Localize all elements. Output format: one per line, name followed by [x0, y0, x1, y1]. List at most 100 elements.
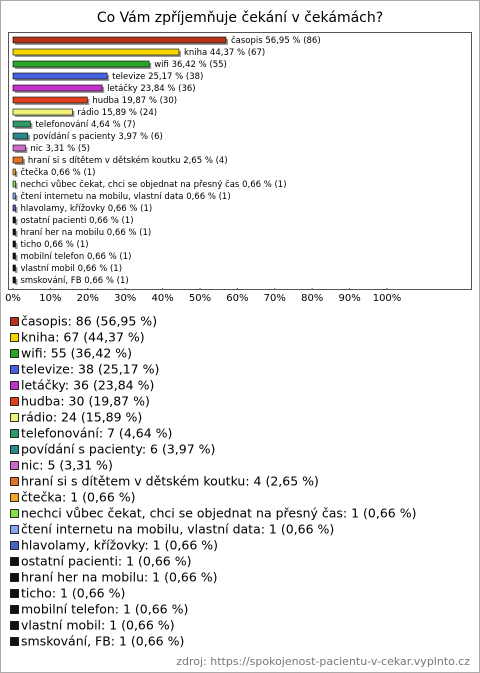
bar [12, 132, 29, 140]
bar [12, 72, 108, 80]
bar-label: hudba 19,87 % (30) [92, 96, 177, 106]
bar [12, 144, 26, 152]
bar [12, 252, 16, 260]
bar-category: televize [112, 72, 145, 82]
bar-category: čtečka [20, 167, 48, 178]
x-tick-label: 80% [301, 293, 323, 304]
x-tick-label: 30% [114, 293, 136, 304]
x-tick-label: 10% [39, 293, 61, 304]
bar [12, 120, 31, 128]
legend-label: mobilní telefon: 1 (0,66 %) [21, 602, 188, 617]
bar-label: vlastní mobil 0,66 % (1) [20, 264, 122, 274]
legend-swatch [10, 477, 19, 486]
bar-label: televize 25,17 % (38) [112, 72, 203, 82]
legend-label: čtení internetu na mobilu, vlastní data:… [21, 522, 334, 537]
bar-value-label: 0,66 % (1) [107, 228, 151, 238]
legend-label: čtečka: 1 (0,66 %) [21, 490, 136, 505]
bar-value-label: 23,84 % (36) [140, 84, 195, 94]
bar-value-label: 44,37 % (67) [210, 48, 265, 58]
bar-shadow [15, 183, 18, 189]
bar-value-label: 0,66 % (1) [108, 204, 152, 214]
legend-label: kniha: 67 (44,37 %) [21, 330, 145, 345]
legend-label: rádio: 24 (15,89 %) [21, 410, 142, 425]
legend-label: nic: 5 (3,31 %) [21, 458, 113, 473]
bar [12, 276, 16, 284]
bar-category: hlavolamy, křížovky [20, 204, 105, 214]
bar [12, 264, 16, 272]
legend-swatch [10, 365, 19, 374]
bar-label: kniha 44,37 % (67) [184, 48, 265, 58]
bar-category: letáčky [107, 83, 137, 94]
bar-category: vlastní mobil [20, 264, 74, 274]
bar [12, 96, 88, 104]
bar [12, 204, 16, 212]
bar-label: ticho 0,66 % (1) [20, 240, 88, 250]
bar [12, 168, 16, 176]
bar-value-label: 15,89 % (24) [102, 108, 157, 118]
bar-category: rádio [77, 108, 99, 118]
bar-shadow [15, 243, 18, 249]
legend-swatch [10, 605, 19, 614]
legend-label: hlavolamy, křížovky: 1 (0,66 %) [21, 538, 218, 553]
legend-label: vlastní mobil: 1 (0,66 %) [21, 618, 175, 633]
bar-label: časopis 56,95 % (86) [231, 35, 321, 46]
bar-category: nechci vůbec čekat, chci se objednat na … [20, 179, 239, 190]
legend-swatch [10, 573, 19, 582]
bar-value-label: 0,66 % (1) [186, 192, 230, 202]
bar-value-label: 19,87 % (30) [122, 96, 177, 106]
bar-shadow [15, 195, 18, 201]
legend-label: časopis: 86 (56,95 %) [21, 314, 157, 329]
bar-category: ostatní pacienti [20, 216, 86, 226]
bar-shadow [15, 231, 18, 237]
legend-label: povídání s pacienty: 6 (3,97 %) [21, 442, 215, 457]
bar-value-label: 56,95 % (86) [265, 36, 320, 46]
bar [12, 60, 150, 68]
bar-value-label: 36,42 % (55) [172, 60, 227, 70]
bar-label: hraní si s dítětem v dětském koutku 2,65… [28, 155, 228, 166]
bar-shadow [15, 267, 18, 273]
bar-label: hraní her na mobilu 0,66 % (1) [20, 228, 151, 238]
bar-category: kniha [184, 48, 207, 58]
legend-swatch [10, 429, 19, 438]
x-tick-label: 20% [77, 293, 99, 304]
legend-swatch [10, 349, 19, 358]
legend-swatch [10, 333, 19, 342]
plot-frame [8, 32, 472, 290]
bar-value-label: 0,66 % (1) [51, 168, 95, 178]
bar-category: ticho [20, 240, 41, 250]
legend-swatch [10, 413, 19, 422]
bar [12, 48, 180, 56]
bar-category: mobilní telefon [20, 252, 84, 262]
bar-value-label: 0,66 % (1) [89, 216, 133, 226]
bar-value-label: 4,64 % (7) [91, 120, 135, 130]
bar-category: časopis [231, 35, 263, 46]
legend-swatch [10, 541, 19, 550]
bar [12, 180, 16, 188]
bar-shadow [15, 255, 18, 261]
chart-title: Co Vám zpříjemňuje čekání v čekámách? [97, 10, 383, 26]
x-tick-label: 0% [5, 293, 21, 304]
bar [12, 36, 227, 44]
bar-category: čtení internetu na mobilu, vlastní data [20, 191, 183, 202]
bar-value-label: 3,31 % (5) [46, 144, 90, 154]
legend-label: hraní her na mobilu: 1 (0,66 %) [21, 570, 218, 585]
legend-swatch [10, 461, 19, 470]
bar-value-label: 0,66 % (1) [44, 240, 88, 250]
x-tick-label: 70% [264, 293, 286, 304]
legend-swatch [10, 589, 19, 598]
bar-label: telefonování 4,64 % (7) [35, 120, 135, 130]
bar-category: hraní si s dítětem v dětském koutku [28, 155, 181, 166]
bar-shadow [15, 279, 18, 285]
bar-label: hlavolamy, křížovky 0,66 % (1) [20, 204, 152, 214]
x-tick-label: 40% [151, 293, 173, 304]
legend-label: nechci vůbec čekat, chci se objednat na … [21, 506, 416, 521]
legend-swatch [10, 381, 19, 390]
bar [12, 108, 73, 116]
bar-category: hraní her na mobilu [20, 228, 104, 238]
legend-label: hraní si s dítětem v dětském koutku: 4 (… [21, 474, 319, 489]
bar-value-label: 0,66 % (1) [78, 264, 122, 274]
bar-value-label: 2,65 % (4) [183, 156, 227, 166]
bar [12, 216, 16, 224]
bar-label: rádio 15,89 % (24) [77, 108, 157, 118]
